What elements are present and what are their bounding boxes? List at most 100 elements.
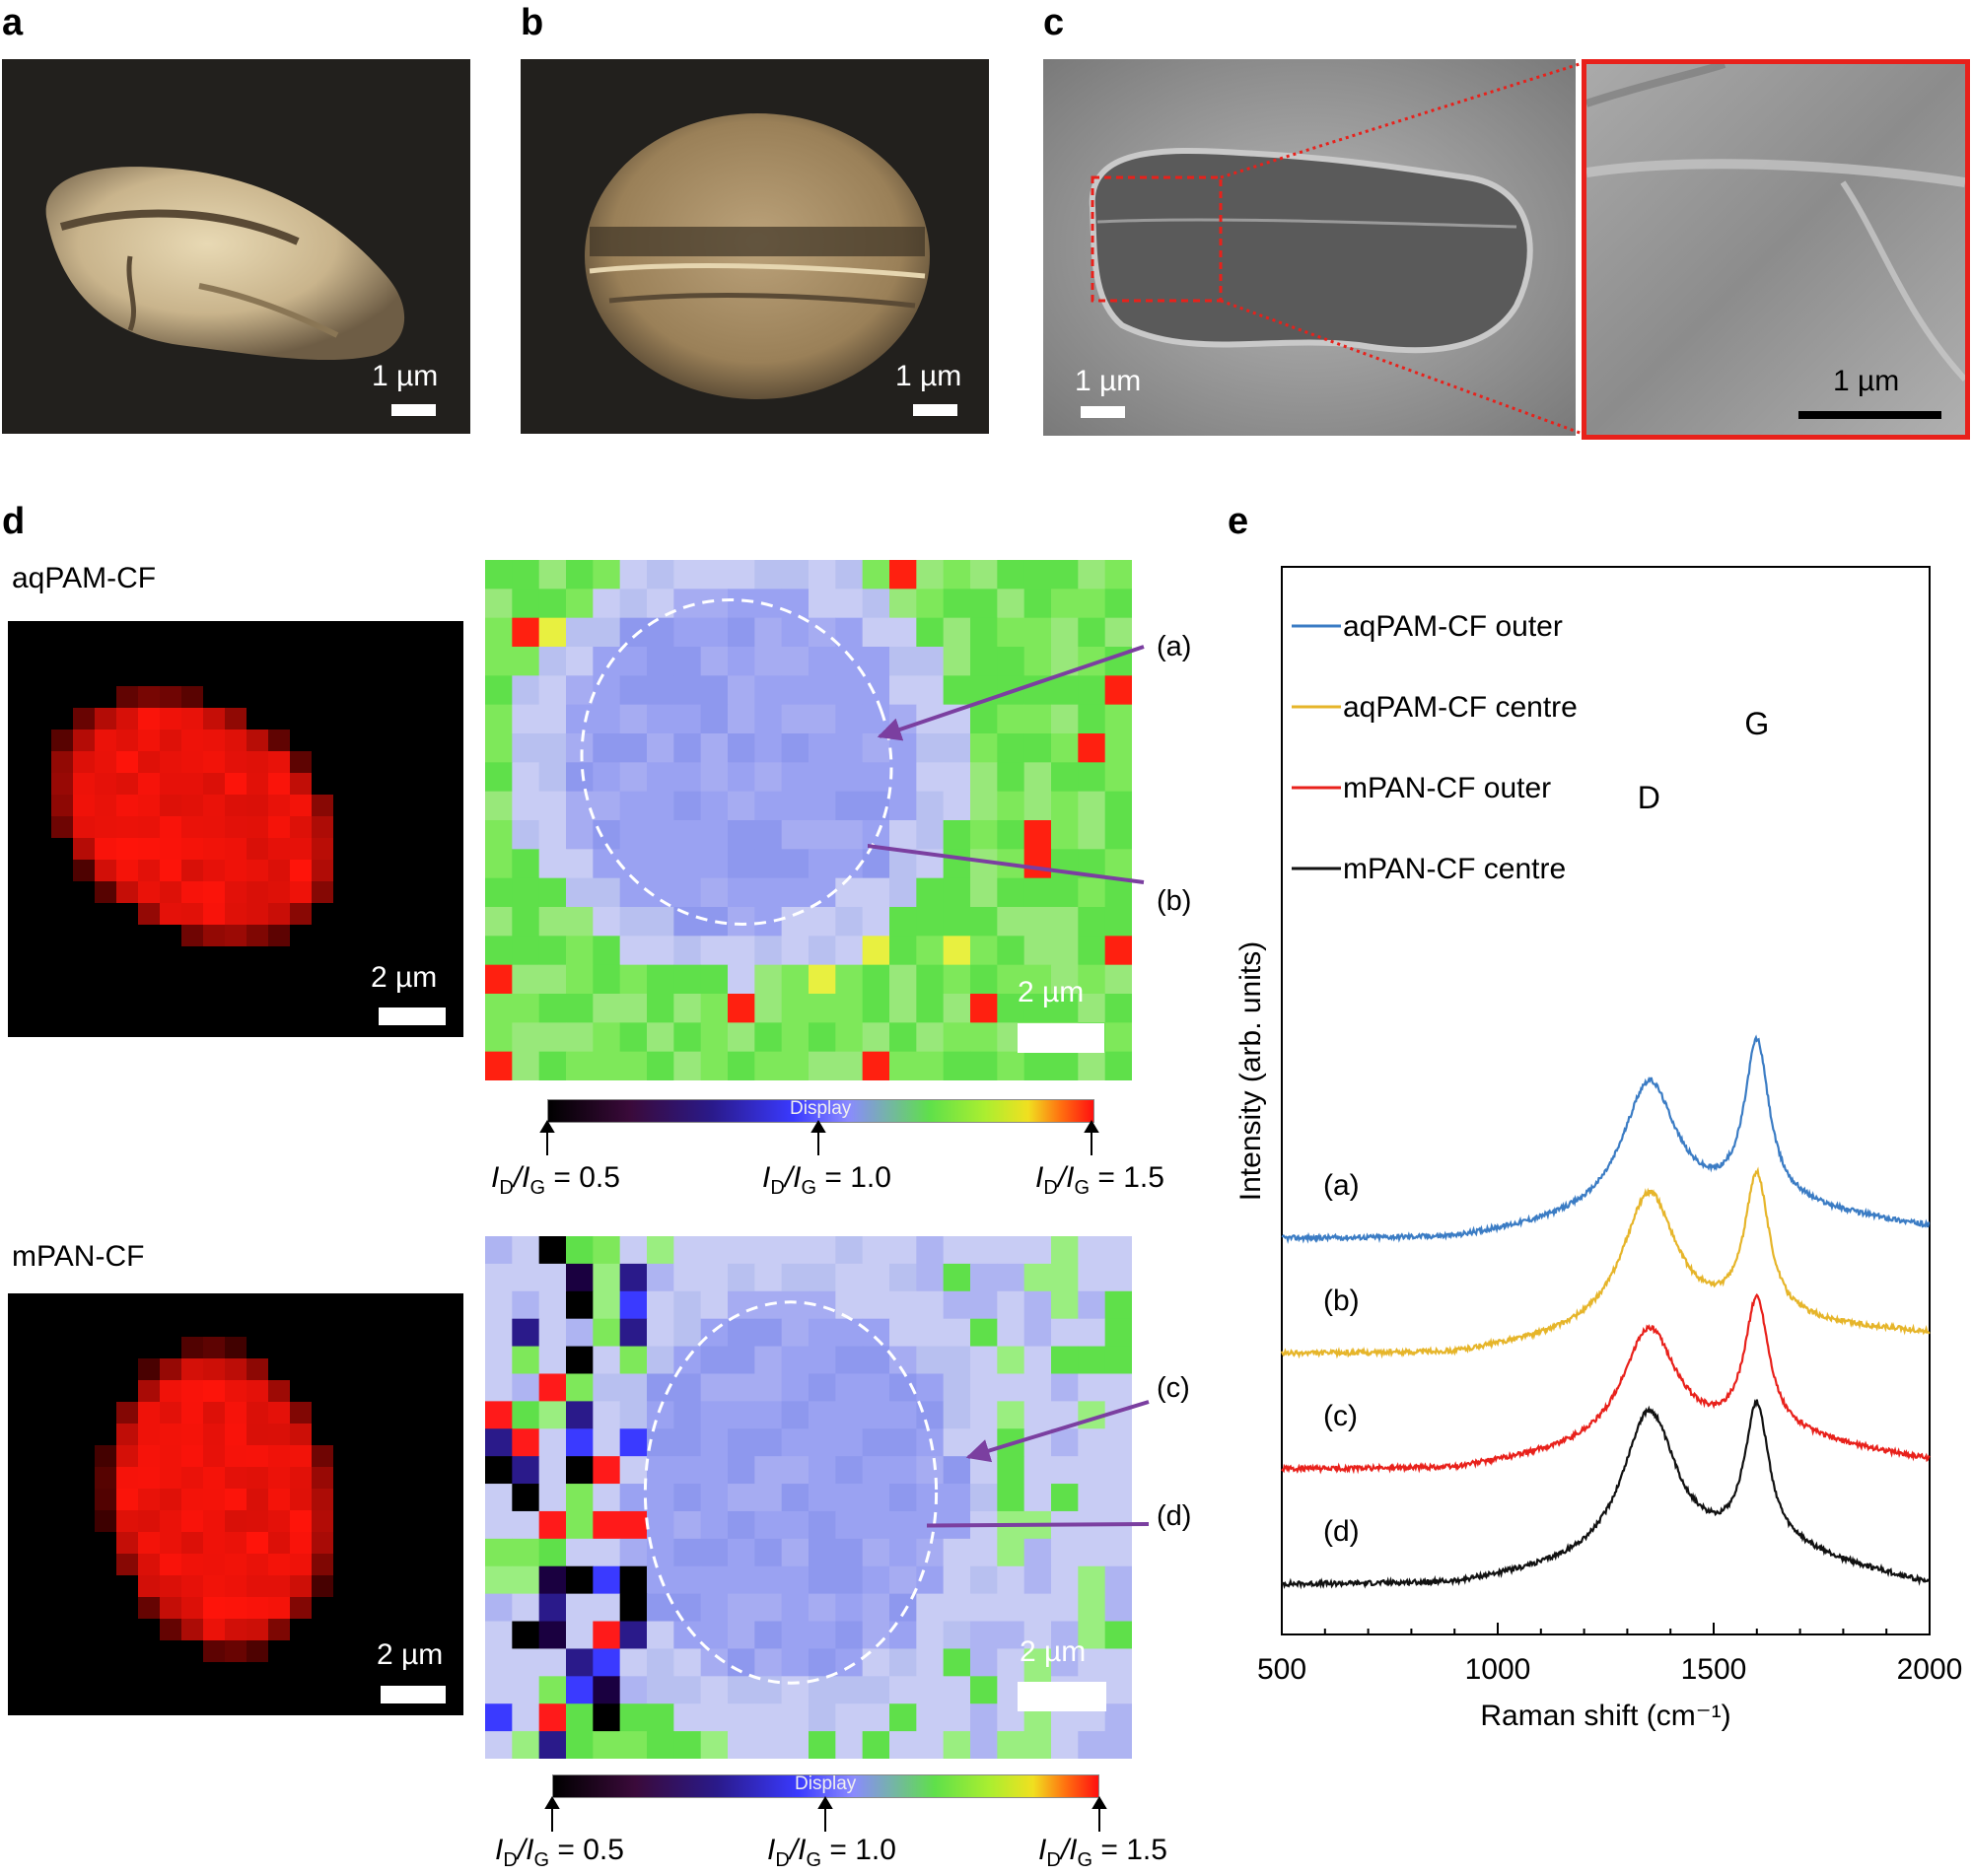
id-ig-pixel — [997, 1346, 1025, 1374]
id-ig-pixel — [512, 1593, 540, 1623]
id-ig-pixel — [835, 617, 864, 648]
intensity-pixel — [73, 816, 95, 838]
intensity-pixel — [138, 1445, 160, 1467]
id-ig-pixel — [593, 877, 621, 908]
intensity-pixel — [312, 1554, 333, 1575]
intensity-pixel — [290, 881, 312, 903]
id-ig-pixel — [728, 1593, 755, 1623]
intensity-pixel — [181, 881, 203, 903]
id-ig-pixel — [781, 1565, 810, 1595]
intensity-pixel — [225, 1532, 246, 1554]
id-ig-pixel — [835, 1318, 864, 1348]
id-ig-pixel — [916, 936, 945, 966]
intensity-pixel — [312, 1510, 333, 1532]
id-ig-pixel — [862, 994, 890, 1023]
id-ig-pixel — [566, 1290, 594, 1320]
id-ig-pixel — [835, 647, 864, 676]
id-ig-pixel — [619, 1318, 648, 1348]
intensity-pixel — [203, 1619, 225, 1640]
id-ig-pixel — [809, 1565, 836, 1595]
id-ig-pixel — [700, 762, 729, 793]
id-ig-pixel — [809, 1022, 836, 1053]
id-ig-pixel — [754, 1318, 783, 1348]
intensity-pixel — [95, 730, 116, 751]
intensity-pixel — [160, 816, 181, 838]
id-ig-pixel — [889, 936, 917, 966]
intensity-pixel — [138, 1424, 160, 1445]
id-ig-pixel — [566, 1731, 594, 1759]
id-ig-pixel — [538, 1676, 567, 1704]
id-ig-pixel — [619, 617, 648, 648]
id-ig-pixel — [970, 820, 998, 850]
id-ig-pixel — [673, 675, 702, 706]
id-ig-pixel — [538, 1373, 567, 1402]
id-ig-pixel — [754, 1703, 783, 1732]
id-ig-pixel — [1023, 647, 1052, 676]
id-ig-pixel — [1104, 1456, 1132, 1485]
intensity-pixel — [246, 1510, 268, 1532]
id-ig-pixel — [943, 1731, 971, 1759]
colorbar-label-bottom-1: ID/IG = 1.0 — [767, 1834, 896, 1871]
intensity-pixel — [268, 1510, 290, 1532]
id-ig-pixel — [835, 994, 864, 1023]
id-ig-pixel — [485, 1373, 513, 1402]
id-ig-pixel — [647, 849, 674, 879]
id-ig-pixel — [1078, 762, 1106, 793]
id-ig-map-mpan: 2 µm — [485, 1236, 1132, 1759]
spectrum-label-2: (c) — [1323, 1400, 1358, 1432]
intensity-pixel — [203, 1467, 225, 1489]
id-ig-pixel — [1078, 589, 1106, 619]
intensity-pixel — [95, 881, 116, 903]
intensity-pixel — [246, 1532, 268, 1554]
id-ig-pixel — [1078, 1593, 1106, 1623]
id-ig-pixel — [889, 877, 917, 908]
intensity-pixel — [225, 1510, 246, 1532]
id-ig-pixel — [809, 1456, 836, 1485]
id-ig-pixel — [1051, 1456, 1079, 1485]
id-ig-pixel — [835, 1676, 864, 1704]
id-ig-pixel — [943, 994, 971, 1023]
id-ig-pixel — [728, 1456, 755, 1485]
id-ig-pixel — [889, 1456, 917, 1485]
id-ig-pixel — [781, 589, 810, 619]
id-ig-pixel — [916, 1236, 945, 1265]
id-ig-pixel — [512, 1346, 540, 1374]
intensity-pixel — [160, 751, 181, 773]
intensity-pixel — [138, 1402, 160, 1424]
intensity-pixel — [181, 1510, 203, 1532]
id-ig-pixel — [593, 1236, 621, 1265]
intensity-pixel — [181, 1597, 203, 1619]
id-ig-pixel — [943, 1703, 971, 1732]
id-ig-pixel-grid-aqpam — [485, 560, 1132, 1080]
id-ig-pixel — [512, 1263, 540, 1292]
annotation-a: (a) — [1157, 631, 1192, 662]
id-ig-pixel — [970, 994, 998, 1023]
id-ig-pixel — [916, 1290, 945, 1320]
id-ig-pixel — [835, 1703, 864, 1732]
id-ig-pixel — [1051, 994, 1079, 1023]
intensity-pixel — [116, 1445, 138, 1467]
intensity-pixel — [73, 730, 95, 751]
id-ig-pixel — [673, 1484, 702, 1512]
id-ig-pixel — [1078, 1484, 1106, 1512]
x-tick-label: 500 — [1257, 1653, 1306, 1686]
sem-zoom-texture — [1586, 64, 1965, 435]
intensity-pixel — [203, 730, 225, 751]
panel-letter-d: d — [2, 501, 26, 542]
id-ig-pixel — [512, 1318, 540, 1348]
id-ig-pixel — [728, 994, 755, 1023]
colorbar-bottom: Display — [552, 1773, 1099, 1798]
id-ig-pixel — [512, 675, 540, 706]
id-ig-pixel — [943, 791, 971, 821]
id-ig-pixel — [970, 1484, 998, 1512]
id-ig-pixel — [566, 1510, 594, 1540]
intensity-pixel — [203, 838, 225, 860]
id-ig-pixel — [943, 762, 971, 793]
intensity-pixel — [290, 1575, 312, 1597]
intensity-pixel — [290, 816, 312, 838]
id-ig-pixel — [781, 617, 810, 648]
id-ig-pixel — [835, 560, 864, 590]
id-ig-pixel — [1051, 589, 1079, 619]
id-ig-pixel — [647, 936, 674, 966]
id-ig-pixel — [943, 1290, 971, 1320]
